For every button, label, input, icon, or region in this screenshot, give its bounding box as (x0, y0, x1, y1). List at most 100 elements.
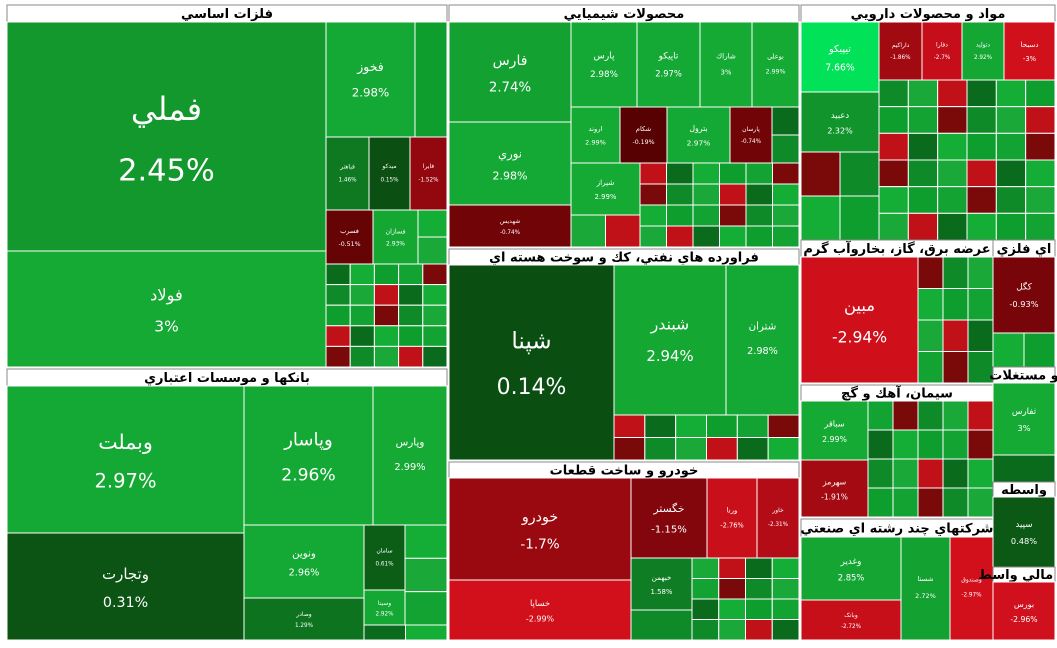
stock-tile (613, 264, 727, 416)
stock-name: فخوز (356, 59, 383, 75)
stock-name: بورس (1014, 599, 1034, 609)
stock-tile (1003, 21, 1056, 81)
stock-name: وسينا (378, 600, 391, 607)
stock-tile (6, 21, 327, 252)
minor-tile (942, 288, 969, 321)
minor-tile (422, 345, 448, 368)
stock-name: وغدير (840, 557, 862, 567)
stock-tile (570, 106, 621, 164)
minor-tile (867, 400, 894, 431)
minor-tile (639, 183, 667, 206)
minor-tile (800, 195, 841, 241)
stock-name: سپيد (1015, 520, 1032, 530)
stock-tile (243, 524, 365, 599)
minor-tile (878, 106, 909, 134)
minor-tile (878, 132, 909, 161)
minor-tile (771, 598, 800, 620)
stock-change: 2.94% (646, 347, 693, 365)
minor-tile (907, 186, 939, 214)
stock-tile (448, 477, 632, 581)
stock-change: 2.93% (386, 240, 405, 247)
stock-name: شبندر (650, 314, 689, 334)
minor-tile (966, 212, 997, 241)
stock-name: پارسان (742, 126, 760, 133)
minor-tile (745, 619, 773, 641)
minor-tile (907, 212, 939, 241)
minor-tile (325, 304, 351, 327)
stock-change: -2.96% (1010, 615, 1037, 624)
stock-tile (706, 477, 758, 559)
minor-tile (995, 106, 1027, 134)
minor-tile (771, 619, 800, 641)
stock-name: ونوين (292, 548, 316, 559)
stock-change: 2.98% (352, 86, 390, 100)
sector-title: واسطه (1001, 483, 1047, 498)
minor-tile (719, 204, 747, 227)
minor-tile (967, 429, 994, 460)
stock-change: 2.85% (838, 573, 865, 583)
minor-tile (966, 186, 997, 214)
stock-change: -3% (1023, 55, 1037, 63)
stock-tile (630, 477, 708, 559)
minor-tile (767, 414, 800, 438)
stock-change: 7.66% (825, 62, 855, 73)
stock-name: وصادر (295, 611, 311, 618)
minor-tile (942, 319, 969, 352)
stock-tile (699, 21, 753, 108)
minor-tile (966, 159, 997, 188)
stock-name: تيپيكو (828, 44, 851, 55)
minor-tile (937, 212, 968, 241)
stock-name: بترول (689, 124, 707, 133)
minor-tile (917, 288, 944, 321)
stock-tile (961, 21, 1005, 81)
minor-tile (398, 325, 424, 347)
minor-tile (966, 106, 997, 134)
minor-tile (692, 183, 720, 206)
minor-tile (570, 214, 606, 248)
minor-tile (937, 79, 968, 108)
stock-name: فارس (493, 53, 528, 69)
minor-tile (878, 79, 909, 108)
minor-tile (417, 236, 448, 265)
stock-name: فسرب (340, 227, 359, 235)
minor-tile (325, 284, 351, 306)
stock-name: فولاد (150, 286, 183, 306)
minor-tile (325, 325, 351, 347)
minor-tile (892, 429, 919, 460)
minor-tile (414, 21, 448, 138)
stock-tile (636, 21, 701, 108)
minor-tile (942, 458, 969, 489)
stock-name: وتجارت (102, 565, 149, 583)
minor-tile (878, 212, 909, 241)
stock-tile (448, 204, 572, 248)
sector-title: و مستغلات (989, 369, 1057, 384)
stock-tile (666, 106, 731, 164)
stock-tile (756, 477, 800, 559)
stock-name: خاور (771, 507, 784, 514)
minor-tile (691, 619, 720, 641)
sector-title: فراورده هاي نفتي، كك و سوخت هسته اي (489, 251, 759, 266)
minor-tile (373, 304, 400, 327)
stock-tile (992, 581, 1056, 641)
stock-change: 2.92% (974, 55, 993, 61)
stock-tile (363, 589, 406, 626)
stock-tile (949, 536, 994, 641)
minor-tile (706, 437, 738, 461)
stock-name: خساپا (530, 598, 550, 608)
stock-change: -0.74% (500, 230, 521, 236)
stock-name: سهرمز (822, 478, 847, 487)
stock-change: 3% (154, 317, 178, 335)
stock-tile (751, 21, 800, 108)
stock-tile (448, 579, 632, 641)
stock-tile (6, 250, 327, 368)
minor-tile (967, 256, 994, 289)
minor-tile (771, 557, 800, 579)
minor-tile (745, 598, 773, 620)
minor-tile (967, 400, 994, 431)
stock-tile (800, 536, 902, 601)
stock-name: بوعلي (767, 53, 784, 61)
minor-tile (422, 304, 448, 327)
stock-tile (729, 106, 773, 164)
minor-tile (772, 225, 800, 248)
